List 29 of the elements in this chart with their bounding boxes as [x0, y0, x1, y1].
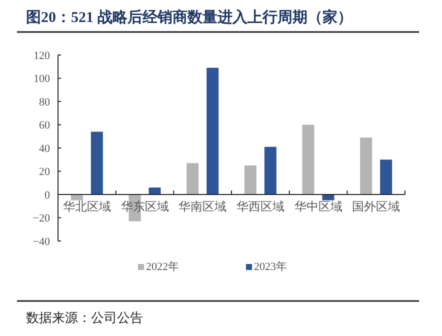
- x-tick-label: 华北区域: [62, 200, 111, 214]
- bar: [244, 165, 256, 194]
- bar: [322, 194, 334, 200]
- bar: [380, 160, 392, 194]
- source-note: 数据来源：公司公告: [26, 310, 143, 325]
- bar: [206, 68, 219, 194]
- chart-title: 图20：521 战略后经销商数量进入上行周期（家）: [26, 8, 352, 26]
- y-tick-label: 20: [39, 166, 50, 178]
- legend-label: 2022年: [146, 261, 179, 273]
- y-tick-label: 120: [34, 50, 50, 62]
- y-tick-label: 100: [34, 73, 50, 86]
- y-tick-label: 0: [44, 189, 50, 202]
- bar: [186, 163, 199, 194]
- legend-label: 2023年: [254, 261, 287, 273]
- bar: [360, 138, 372, 194]
- y-tick-label: 60: [39, 120, 50, 132]
- bar: [264, 146, 276, 194]
- y-tick-label: 80: [39, 96, 50, 108]
- x-tick-label: 华南区域: [178, 200, 227, 214]
- bar: [148, 188, 161, 194]
- x-tick-label: 华西区域: [236, 200, 284, 214]
- bar: [70, 194, 83, 200]
- bar: [302, 124, 314, 194]
- y-tick-label: 40: [39, 142, 50, 155]
- y-tick-label: −20: [32, 212, 50, 225]
- y-tick-label: −40: [32, 236, 50, 248]
- x-tick-label: 华中区域: [294, 200, 342, 214]
- x-tick-label: 国外区域: [352, 200, 400, 214]
- bar: [90, 132, 103, 194]
